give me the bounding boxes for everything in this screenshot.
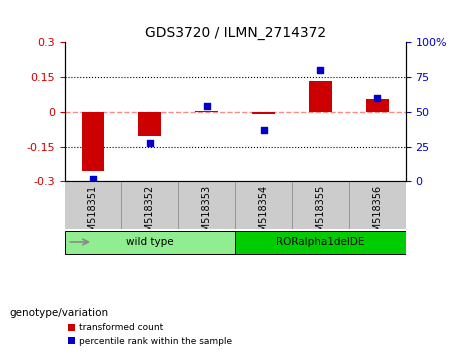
Bar (252, 112, 275, 114)
Bar (82, 112, 104, 171)
Text: RORalpha1delDE: RORalpha1delDE (276, 237, 365, 247)
Bar (138, 112, 161, 136)
Text: GSM518353: GSM518353 (201, 185, 212, 244)
Text: GSM518355: GSM518355 (315, 185, 325, 245)
FancyBboxPatch shape (235, 231, 406, 253)
FancyBboxPatch shape (65, 231, 235, 253)
Point (146, 140, 154, 145)
Bar (309, 81, 332, 112)
Title: GDS3720 / ILMN_2714372: GDS3720 / ILMN_2714372 (145, 26, 325, 40)
Point (317, 68, 324, 73)
Point (89, 176, 97, 182)
Text: genotype/variation: genotype/variation (9, 308, 108, 318)
Legend: transformed count, percentile rank within the sample: transformed count, percentile rank withi… (65, 320, 236, 349)
Point (203, 104, 210, 109)
Point (260, 127, 267, 133)
Bar (366, 99, 389, 112)
Point (373, 95, 381, 101)
Text: GSM518351: GSM518351 (88, 185, 98, 244)
Bar (195, 111, 218, 112)
Text: GSM518354: GSM518354 (259, 185, 269, 244)
Text: GSM518356: GSM518356 (372, 185, 382, 244)
Text: wild type: wild type (126, 237, 174, 247)
Text: GSM518352: GSM518352 (145, 185, 155, 245)
